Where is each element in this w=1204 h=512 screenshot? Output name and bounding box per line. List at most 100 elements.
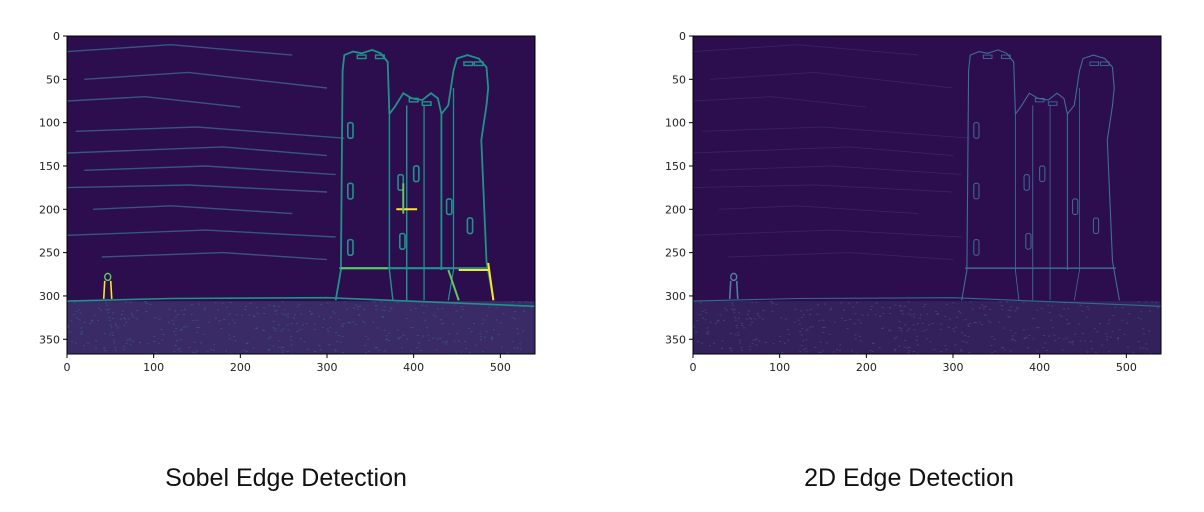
ground-speckle [924,303,927,305]
ground-speckle [1048,335,1051,337]
ground-speckle [800,345,803,346]
ground-speckle [355,304,358,306]
ground-speckle [520,348,523,350]
horizon-edge [693,297,1161,307]
ground-speckle [286,351,289,352]
ground-speckle [726,309,728,311]
ground-speckle [1009,310,1012,312]
ground-speckle [1125,322,1128,324]
ground-speckle [106,309,109,311]
ground-speckle [406,318,409,320]
ground-speckle [1079,340,1082,342]
ground-speckle [383,306,386,308]
sky-edge-streak [701,126,971,139]
ground-speckle [889,307,892,309]
ground-speckle [313,329,316,330]
ground-speckle [129,301,132,303]
ground-speckle [715,322,718,324]
ground-speckle [83,321,86,323]
ground-speckle [107,308,110,310]
ground-speckle [208,321,211,323]
ground-speckle [362,320,365,322]
ground-speckle [414,308,417,310]
ground-speckle [1146,348,1149,350]
ground-speckle [406,338,409,340]
ground-speckle [1051,305,1054,307]
y-tick-label: 0 [679,30,686,43]
ground-speckle [964,335,966,337]
ground-speckle [748,345,751,347]
sky-edge-streak [101,251,328,261]
ground-speckle [984,314,987,316]
ground-speckle [826,342,829,344]
ground-speckle [196,319,199,321]
ground-speckle [516,328,518,330]
crenellation-edge [1099,61,1110,66]
ground-speckle [178,347,181,349]
ground-speckle [132,316,135,318]
ground-speckle [1002,347,1004,349]
ground-speckle [453,340,456,342]
ground-speckle [800,316,803,318]
ground-speckle [706,327,709,329]
ground-speckle [731,308,734,310]
ground-speckle [721,347,723,349]
ground-speckle [817,351,820,353]
ground-speckle [519,343,522,345]
ground-speckle [1054,340,1057,342]
ground-speckle [149,303,152,305]
ground-speckle [805,329,808,331]
ground-speckle [840,317,843,319]
ground-speckle [272,327,275,329]
ground-speckle [273,305,275,307]
ground-speckle [204,307,207,309]
ground-speckle [729,347,732,349]
ground-speckle [991,335,994,337]
ground-speckle [999,301,1002,303]
ground-speckle [123,348,126,350]
sky-edge-streak [693,44,919,56]
ground-speckle [388,310,391,312]
ground-speckle [1107,323,1110,325]
ground-speckle [803,349,806,351]
ground-speckle [749,348,752,350]
ground-speckle [931,323,934,324]
ground-speckle [1108,319,1111,321]
ground-speckle [252,347,255,349]
ground-speckle [500,346,503,348]
ground-speckle [909,309,912,311]
ground-speckle [818,320,821,322]
ground-speckle [464,340,466,342]
ground-speckle [278,340,281,342]
ground-speckle [530,307,533,309]
ground-speckle [518,301,521,303]
ground-speckle [132,340,135,342]
ground-speckle [233,322,236,324]
ground-speckle [1148,330,1151,332]
ground-speckle [352,321,355,323]
ground-speckle [895,336,898,338]
ground-speckle [903,305,906,307]
ground-speckle [1036,309,1038,311]
ground-speckle [1142,328,1144,330]
ground-speckle [1117,337,1119,339]
ground-speckle [1063,308,1065,310]
ground-speckle [822,319,825,321]
ground-speckle [177,349,180,351]
ground-speckle [396,301,399,303]
ground-speckle [1086,306,1089,308]
ground-speckle [367,338,370,340]
ground-speckle [268,304,271,306]
sky-edge-streak [75,126,345,139]
center-roof-edge [1014,92,1068,270]
ground-speckle [1032,318,1035,320]
ground-speckle [115,325,118,327]
ground-speckle [731,304,734,306]
window-edge [973,122,980,139]
ground-speckle [336,340,339,342]
ground-speckle [123,324,126,326]
x-tick-label: 500 [1116,361,1137,374]
ground-speckle [277,324,280,326]
ground-speckle [274,310,276,312]
ground-speckle [374,347,377,349]
